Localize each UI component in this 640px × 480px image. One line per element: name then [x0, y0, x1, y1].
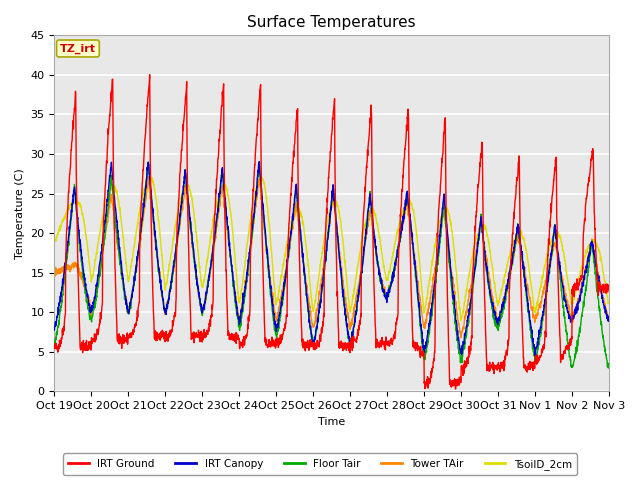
Legend: IRT Ground, IRT Canopy, Floor Tair, Tower TAir, TsoilD_2cm: IRT Ground, IRT Canopy, Floor Tair, Towe…	[63, 454, 577, 475]
Title: Surface Temperatures: Surface Temperatures	[247, 15, 416, 30]
Y-axis label: Temperature (C): Temperature (C)	[15, 168, 25, 259]
X-axis label: Time: Time	[318, 417, 345, 427]
Text: TZ_irt: TZ_irt	[60, 43, 96, 54]
